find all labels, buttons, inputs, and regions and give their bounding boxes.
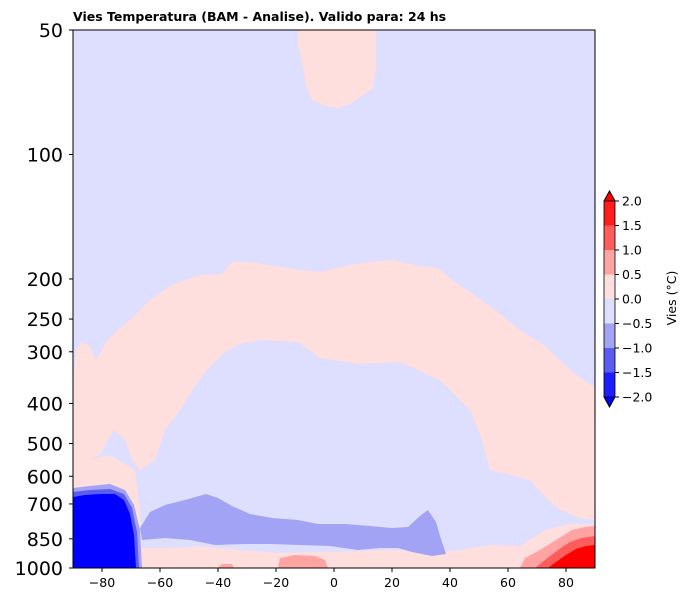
colorbar: −2.0 −1.5 −1.0 −0.5 0.0 0.5 1.0 1.5 2.0 [603, 190, 652, 408]
colorbar-tick-label: 1.5 [622, 218, 642, 233]
region-upper-troposphere-warm-band [73, 260, 595, 520]
x-axis: −80 −60 −40 −20 0 20 40 60 80 [89, 568, 574, 590]
x-tick-label: −80 [89, 575, 115, 590]
colorbar-tick-label: 1.0 [622, 243, 642, 258]
region-southern-polar-cold-core [73, 494, 136, 568]
x-tick-label: 0 [330, 575, 338, 590]
colorbar-segment [604, 201, 615, 226]
colorbar-tick-label: −1.5 [622, 365, 652, 380]
x-tick-label: 40 [442, 575, 458, 590]
y-tick-label: 850 [27, 529, 63, 551]
x-tick-label: −40 [205, 575, 231, 590]
colorbar-segment [604, 372, 615, 397]
y-tick-label: 100 [27, 144, 63, 166]
chart-title: Vies Temperatura (BAM - Analise). Valido… [73, 9, 446, 24]
region-stratosphere-equatorial [298, 30, 376, 108]
colorbar-tick-label: 2.0 [622, 194, 642, 209]
y-tick-label: 400 [27, 393, 63, 415]
x-tick-label: 80 [558, 575, 574, 590]
x-tick-label: −20 [263, 575, 289, 590]
colorbar-tick-label: 0.5 [622, 267, 642, 282]
colorbar-segment [604, 323, 615, 348]
colorbar-tick-label: 0.0 [622, 292, 642, 307]
colorbar-segment [604, 274, 615, 299]
colorbar-segment [604, 299, 615, 324]
colorbar-segment [604, 250, 615, 275]
y-tick-label: 300 [27, 342, 63, 364]
x-tick-label: 20 [384, 575, 400, 590]
colorbar-tick-label: −0.5 [622, 316, 652, 331]
colorbar-extend-max [603, 190, 616, 202]
colorbar-segment [604, 348, 615, 373]
y-axis: 50 100 200 250 300 400 500 600 700 850 1000 [15, 20, 73, 580]
y-tick-label: 1000 [15, 558, 63, 580]
region-near-surface-warm-spot-2 [218, 564, 234, 568]
region-midlatitude-lower-cold-band [140, 494, 446, 556]
x-tick-label: 60 [500, 575, 516, 590]
region-near-surface-warm-spot [278, 555, 328, 568]
x-tick-label: −60 [147, 575, 173, 590]
y-tick-label: 500 [27, 434, 63, 456]
colorbar-label: Vies (°C) [664, 271, 679, 326]
colorbar-tick-label: −1.0 [622, 341, 652, 356]
y-tick-label: 200 [27, 269, 63, 291]
colorbar-tick-label: −2.0 [622, 390, 652, 405]
y-tick-label: 600 [27, 466, 63, 488]
colorbar-segment [604, 225, 615, 250]
colorbar-extend-min [603, 396, 616, 408]
y-tick-label: 250 [27, 309, 63, 331]
plot-area [73, 30, 595, 568]
y-tick-label: 50 [39, 20, 63, 42]
y-tick-label: 700 [27, 494, 63, 516]
region-northern-polar-warm-core [548, 545, 595, 568]
